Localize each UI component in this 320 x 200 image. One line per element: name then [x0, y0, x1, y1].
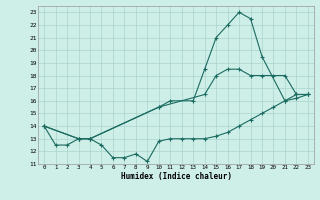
X-axis label: Humidex (Indice chaleur): Humidex (Indice chaleur) [121, 172, 231, 181]
